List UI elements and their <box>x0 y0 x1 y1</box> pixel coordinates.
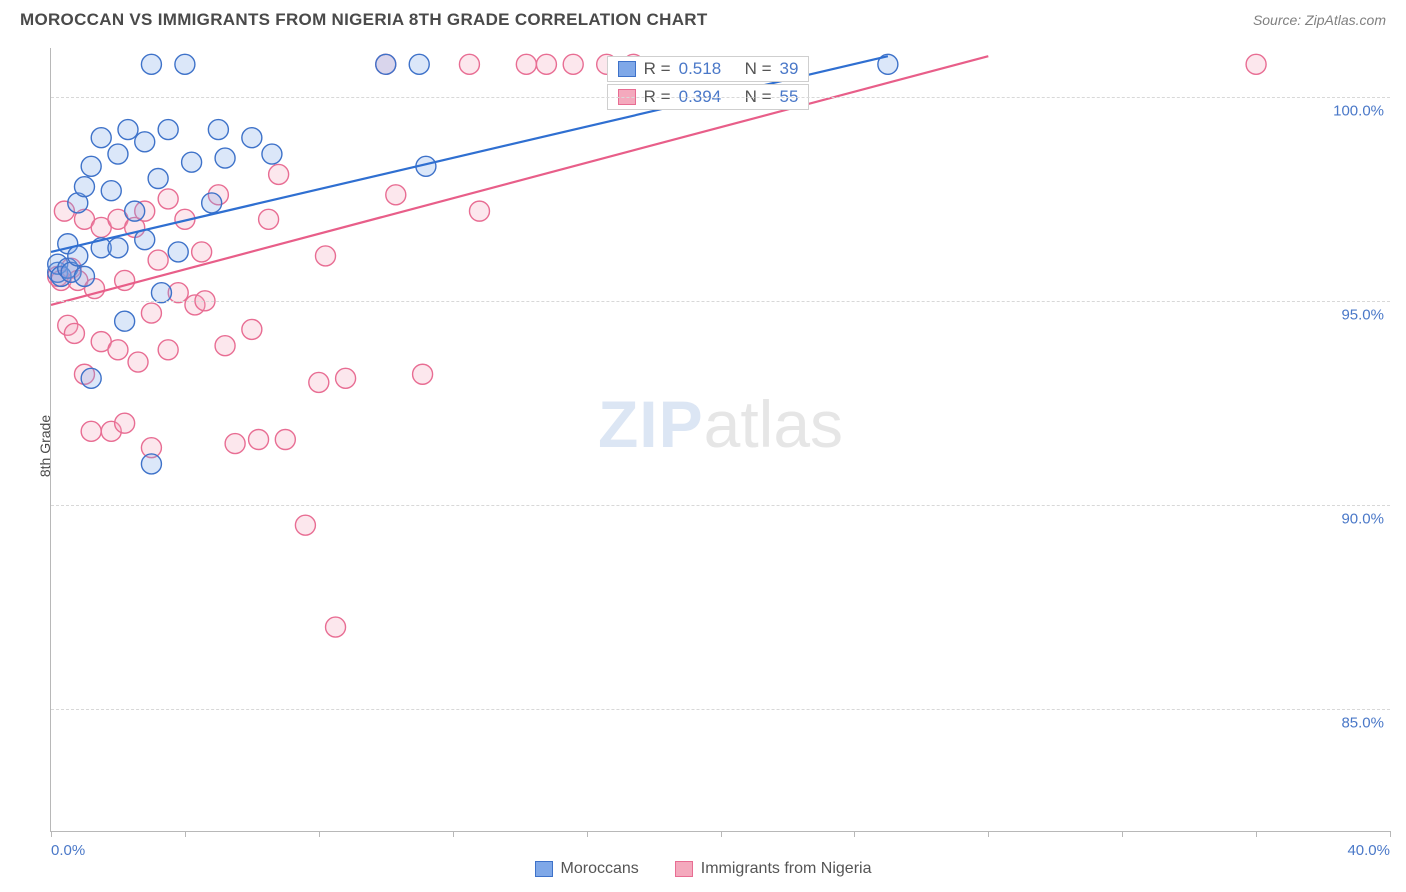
data-point <box>259 209 279 229</box>
x-tick <box>185 831 186 837</box>
data-point <box>376 54 396 74</box>
data-point <box>115 413 135 433</box>
data-point <box>151 283 171 303</box>
y-tick-label: 95.0% <box>1341 306 1384 323</box>
data-point <box>315 246 335 266</box>
x-tick <box>51 831 52 837</box>
data-point <box>309 372 329 392</box>
r-value: 0.518 <box>679 59 737 79</box>
legend-label: Immigrants from Nigeria <box>701 860 872 878</box>
data-point <box>242 319 262 339</box>
data-point <box>215 148 235 168</box>
data-point <box>1246 54 1266 74</box>
x-tick <box>587 831 588 837</box>
data-point <box>516 54 536 74</box>
data-point <box>108 144 128 164</box>
data-point <box>202 193 222 213</box>
data-point <box>269 164 289 184</box>
data-point <box>108 238 128 258</box>
gridline <box>51 97 1390 98</box>
legend-row: R = 0.518 N = 39 <box>607 56 810 82</box>
n-value: 39 <box>780 59 799 79</box>
trend-line <box>51 56 988 305</box>
data-point <box>101 181 121 201</box>
series-legend: Moroccans Immigrants from Nigeria <box>0 860 1406 878</box>
data-point <box>158 189 178 209</box>
data-point <box>158 340 178 360</box>
data-point <box>108 340 128 360</box>
data-point <box>242 128 262 148</box>
n-label: N = <box>745 59 772 79</box>
data-point <box>536 54 556 74</box>
data-point <box>469 201 489 221</box>
data-point <box>118 120 138 140</box>
legend-item: Moroccans <box>535 860 639 878</box>
data-point <box>64 323 84 343</box>
data-point <box>68 246 88 266</box>
x-tick <box>1390 831 1391 837</box>
gridline <box>51 301 1390 302</box>
data-point <box>262 144 282 164</box>
x-tick <box>1256 831 1257 837</box>
data-point <box>148 169 168 189</box>
data-point <box>336 368 356 388</box>
legend-swatch <box>618 61 636 77</box>
x-tick-label: 40.0% <box>1347 842 1390 859</box>
x-tick <box>453 831 454 837</box>
source-label: Source: ZipAtlas.com <box>1253 12 1386 28</box>
data-point <box>275 430 295 450</box>
data-point <box>208 120 228 140</box>
x-tick <box>319 831 320 837</box>
data-point <box>409 54 429 74</box>
data-point <box>115 311 135 331</box>
data-point <box>192 242 212 262</box>
data-point <box>158 120 178 140</box>
legend-swatch <box>675 861 693 877</box>
data-point <box>141 303 161 323</box>
data-point <box>459 54 479 74</box>
legend-swatch <box>535 861 553 877</box>
x-tick <box>988 831 989 837</box>
legend-item: Immigrants from Nigeria <box>675 860 872 878</box>
data-point <box>81 368 101 388</box>
x-tick <box>1122 831 1123 837</box>
data-point <box>81 156 101 176</box>
data-point <box>91 128 111 148</box>
chart-title: MOROCCAN VS IMMIGRANTS FROM NIGERIA 8TH … <box>20 10 708 30</box>
data-point <box>74 177 94 197</box>
data-point <box>141 454 161 474</box>
data-point <box>168 242 188 262</box>
data-point <box>225 434 245 454</box>
gridline <box>51 505 1390 506</box>
data-point <box>563 54 583 74</box>
r-label: R = <box>644 59 671 79</box>
correlation-legend: R =0.518N =39R =0.394N =55 <box>607 56 810 110</box>
x-tick <box>854 831 855 837</box>
scatter-plot-area: ZIPatlas R =0.518N =39R =0.394N =55 85.0… <box>50 48 1390 832</box>
data-point <box>249 430 269 450</box>
data-point <box>135 132 155 152</box>
data-point <box>413 364 433 384</box>
x-tick <box>721 831 722 837</box>
data-point <box>128 352 148 372</box>
data-point <box>182 152 202 172</box>
x-tick-label: 0.0% <box>51 842 85 859</box>
data-point <box>141 54 161 74</box>
data-point <box>386 185 406 205</box>
y-tick-label: 90.0% <box>1341 510 1384 527</box>
data-point <box>148 250 168 270</box>
data-point <box>81 421 101 441</box>
data-point <box>326 617 346 637</box>
data-point <box>74 266 94 286</box>
data-point <box>175 54 195 74</box>
data-point <box>215 336 235 356</box>
data-point <box>295 515 315 535</box>
y-tick-label: 85.0% <box>1341 714 1384 731</box>
y-tick-label: 100.0% <box>1333 102 1384 119</box>
data-point <box>125 201 145 221</box>
gridline <box>51 709 1390 710</box>
legend-label: Moroccans <box>561 860 639 878</box>
